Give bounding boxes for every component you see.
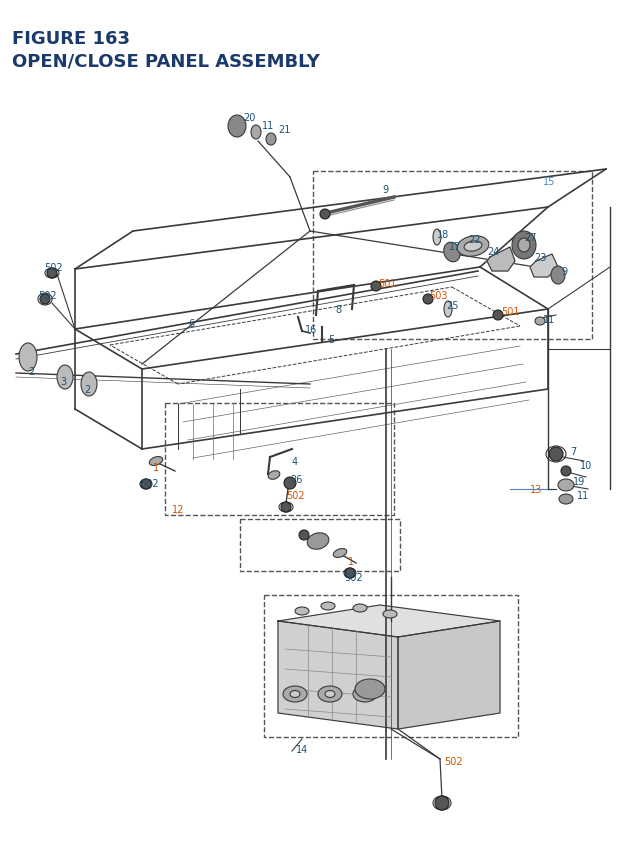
Text: 26: 26	[290, 474, 302, 485]
Text: FIGURE 163: FIGURE 163	[12, 30, 130, 48]
Text: 502: 502	[344, 573, 363, 582]
Text: 19: 19	[573, 476, 585, 486]
Circle shape	[40, 294, 50, 305]
Text: 13: 13	[530, 485, 542, 494]
Text: 2: 2	[84, 385, 90, 394]
Text: 14: 14	[296, 744, 308, 754]
Circle shape	[345, 568, 355, 579]
Text: 27: 27	[524, 232, 536, 243]
Text: 501: 501	[378, 279, 397, 288]
Text: 502: 502	[38, 291, 56, 300]
Bar	[165, 404, 394, 516]
Circle shape	[320, 210, 330, 220]
Text: 503: 503	[429, 291, 447, 300]
Bar	[313, 172, 592, 339]
Text: 5: 5	[328, 335, 334, 344]
Ellipse shape	[464, 242, 482, 252]
Text: 22: 22	[468, 235, 481, 245]
Ellipse shape	[559, 494, 573, 505]
Ellipse shape	[512, 232, 536, 260]
Text: OPEN/CLOSE PANEL ASSEMBLY: OPEN/CLOSE PANEL ASSEMBLY	[12, 52, 320, 70]
Bar	[240, 519, 400, 572]
Text: 9: 9	[382, 185, 388, 195]
Text: 11: 11	[262, 121, 275, 131]
Ellipse shape	[353, 604, 367, 612]
Text: 502: 502	[286, 491, 305, 500]
Text: 12: 12	[172, 505, 184, 514]
Ellipse shape	[457, 237, 489, 257]
Ellipse shape	[355, 679, 385, 699]
Text: 1: 1	[153, 462, 159, 473]
Ellipse shape	[551, 267, 565, 285]
Text: 20: 20	[243, 113, 255, 123]
Circle shape	[493, 311, 503, 320]
Circle shape	[47, 269, 57, 279]
Text: 2: 2	[28, 367, 35, 376]
Text: 1: 1	[348, 556, 354, 567]
Text: 24: 24	[487, 247, 499, 257]
Circle shape	[549, 448, 563, 461]
Text: 11: 11	[543, 314, 556, 325]
Text: 18: 18	[437, 230, 449, 239]
Text: 7: 7	[570, 447, 576, 456]
Text: 3: 3	[60, 376, 66, 387]
Ellipse shape	[251, 126, 261, 139]
Ellipse shape	[268, 471, 280, 480]
Bar	[264, 595, 518, 737]
Text: 21: 21	[278, 125, 291, 135]
Text: 16: 16	[305, 325, 317, 335]
Ellipse shape	[295, 607, 309, 616]
Text: 23: 23	[534, 253, 547, 263]
Text: 25: 25	[446, 300, 458, 311]
Text: 502: 502	[444, 756, 463, 766]
Text: 15: 15	[543, 177, 556, 187]
Text: 502: 502	[140, 479, 159, 488]
Ellipse shape	[518, 238, 530, 253]
Circle shape	[435, 796, 449, 810]
Text: 9: 9	[561, 267, 567, 276]
Text: 11: 11	[577, 491, 589, 500]
Text: 10: 10	[580, 461, 592, 470]
Ellipse shape	[333, 549, 347, 558]
Ellipse shape	[228, 116, 246, 138]
Ellipse shape	[290, 691, 300, 697]
Circle shape	[561, 467, 571, 476]
Ellipse shape	[266, 133, 276, 146]
Ellipse shape	[57, 366, 73, 389]
Ellipse shape	[81, 373, 97, 397]
Ellipse shape	[321, 603, 335, 610]
Text: 4: 4	[292, 456, 298, 467]
Ellipse shape	[535, 318, 545, 325]
Ellipse shape	[433, 230, 441, 245]
Polygon shape	[278, 622, 398, 729]
Circle shape	[281, 503, 291, 512]
Ellipse shape	[318, 686, 342, 703]
Circle shape	[284, 478, 296, 489]
Ellipse shape	[444, 243, 460, 263]
Circle shape	[371, 282, 381, 292]
Text: 501: 501	[501, 307, 520, 317]
Text: 17: 17	[449, 242, 461, 251]
Ellipse shape	[149, 457, 163, 466]
Polygon shape	[398, 622, 500, 729]
Circle shape	[423, 294, 433, 305]
Ellipse shape	[444, 301, 452, 318]
Ellipse shape	[283, 686, 307, 703]
Polygon shape	[278, 605, 500, 637]
Polygon shape	[487, 248, 515, 272]
Ellipse shape	[307, 533, 329, 549]
Ellipse shape	[360, 691, 370, 697]
Ellipse shape	[353, 686, 377, 703]
Ellipse shape	[325, 691, 335, 697]
Ellipse shape	[19, 344, 37, 372]
Text: 502: 502	[44, 263, 63, 273]
Ellipse shape	[558, 480, 574, 492]
Circle shape	[299, 530, 309, 541]
Circle shape	[141, 480, 151, 489]
Text: 8: 8	[335, 305, 341, 314]
Text: 6: 6	[188, 319, 194, 329]
Ellipse shape	[383, 610, 397, 618]
Polygon shape	[530, 255, 558, 278]
